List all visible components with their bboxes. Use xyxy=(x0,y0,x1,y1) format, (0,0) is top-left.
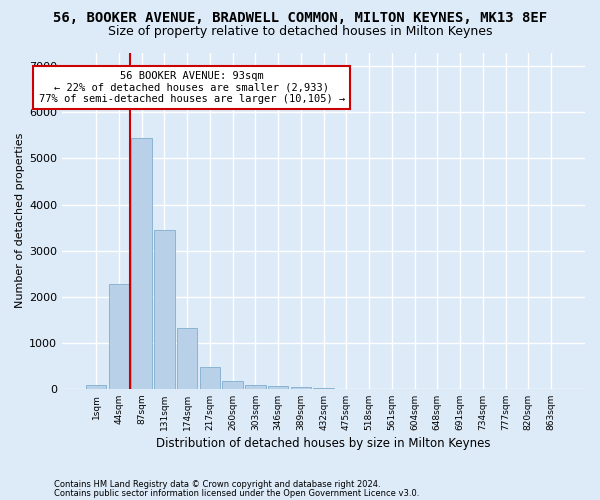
Bar xyxy=(109,284,129,389)
Bar xyxy=(154,230,175,389)
Text: Contains HM Land Registry data © Crown copyright and database right 2024.: Contains HM Land Registry data © Crown c… xyxy=(54,480,380,489)
X-axis label: Distribution of detached houses by size in Milton Keynes: Distribution of detached houses by size … xyxy=(157,437,491,450)
Bar xyxy=(131,138,152,389)
Text: 56, BOOKER AVENUE, BRADWELL COMMON, MILTON KEYNES, MK13 8EF: 56, BOOKER AVENUE, BRADWELL COMMON, MILT… xyxy=(53,11,547,25)
Bar xyxy=(245,384,266,389)
Bar xyxy=(268,386,289,389)
Bar xyxy=(290,388,311,389)
Bar xyxy=(200,367,220,389)
Y-axis label: Number of detached properties: Number of detached properties xyxy=(15,133,25,308)
Bar xyxy=(177,328,197,389)
Bar xyxy=(223,382,243,389)
Text: Contains public sector information licensed under the Open Government Licence v3: Contains public sector information licen… xyxy=(54,489,419,498)
Text: 56 BOOKER AVENUE: 93sqm
← 22% of detached houses are smaller (2,933)
77% of semi: 56 BOOKER AVENUE: 93sqm ← 22% of detache… xyxy=(38,71,345,104)
Text: Size of property relative to detached houses in Milton Keynes: Size of property relative to detached ho… xyxy=(108,25,492,38)
Bar xyxy=(86,385,106,389)
